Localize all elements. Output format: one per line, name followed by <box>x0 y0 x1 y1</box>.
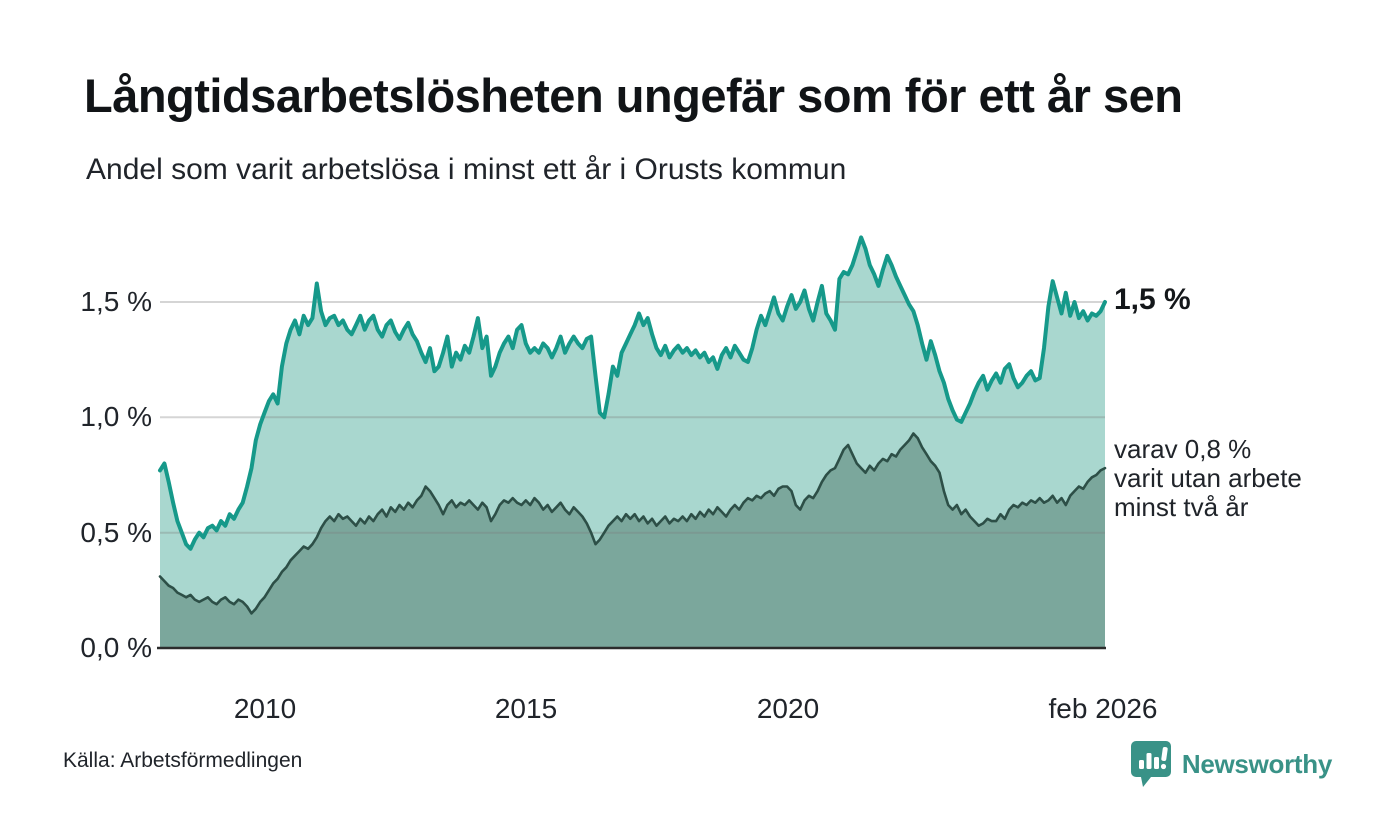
x-axis-tick-label: 2010 <box>233 693 297 724</box>
logo-exclamation-icon <box>1161 746 1168 762</box>
y-axis-tick-label: 0,5 % <box>80 517 152 548</box>
x-axis-tick-label: feb 2026 <box>1048 693 1158 724</box>
series-annotation: varav 0,8 % varit utan arbete minst två … <box>1114 435 1354 522</box>
source-caption: Källa: Arbetsförmedlingen <box>63 749 303 772</box>
x-axis-tick-label: 2020 <box>756 693 820 724</box>
x-axis-tick-label: 2015 <box>494 693 558 724</box>
y-axis-tick-label: 0,0 % <box>80 632 152 663</box>
annotation-line: varav 0,8 % <box>1114 434 1252 464</box>
y-axis-tick-label: 1,0 % <box>80 401 152 432</box>
chart-subtitle: Andel som varit arbetslösa i minst ett å… <box>86 153 847 186</box>
series-end-value-label: 1,5 % <box>1114 283 1191 316</box>
newsworthy-logo-icon <box>1130 741 1171 787</box>
logo-bar-icon <box>1138 760 1144 769</box>
y-axis-tick-label: 1,5 % <box>80 286 152 317</box>
logo-bar-icon <box>1153 757 1159 769</box>
brand-name: Newsworthy <box>1181 748 1332 779</box>
page-title: Långtidsarbetslösheten ungefär som för e… <box>84 69 1183 122</box>
logo-exclamation-dot <box>1160 763 1166 770</box>
annotation-line: varit utan arbete <box>1114 463 1302 493</box>
logo-bar-icon <box>1146 753 1152 769</box>
brand-logo: Newsworthy <box>1129 736 1332 792</box>
annotation-line: minst två år <box>1114 492 1249 522</box>
